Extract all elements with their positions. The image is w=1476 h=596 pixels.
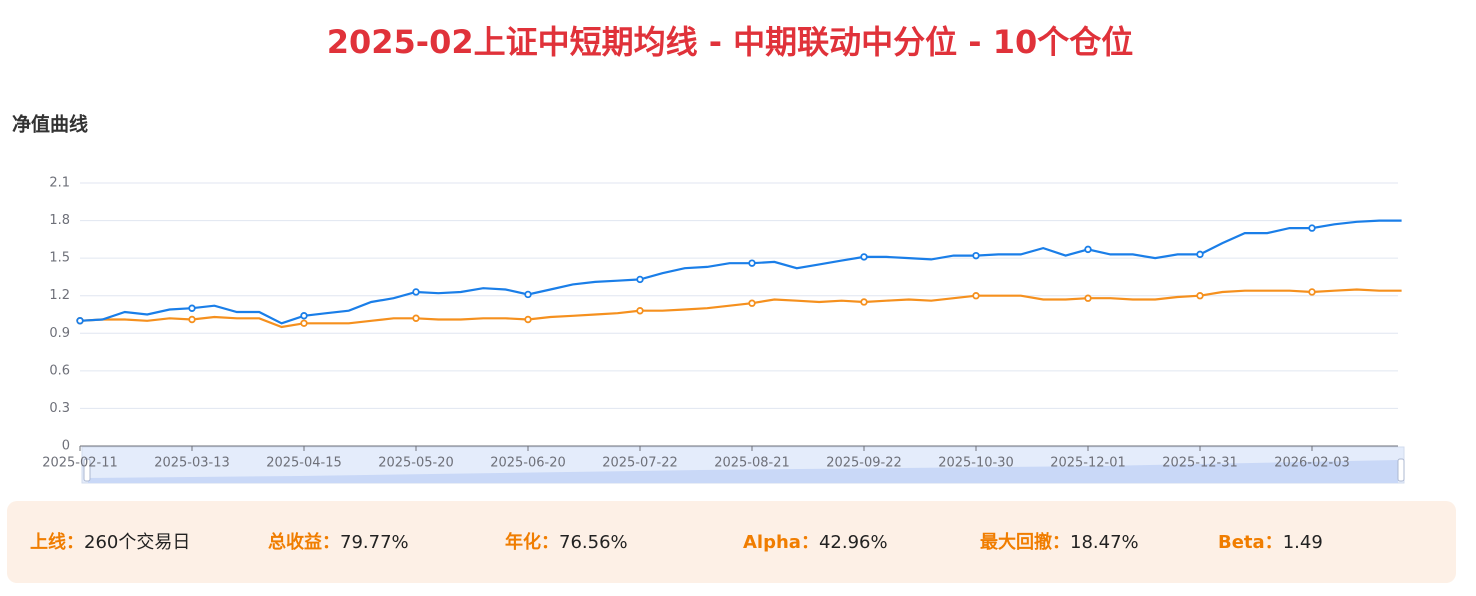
point bbox=[300, 319, 308, 327]
point bbox=[524, 290, 532, 299]
zoom-handle[interactable] bbox=[83, 458, 91, 482]
y-tick-label: 1.8 bbox=[49, 213, 70, 228]
x-tick-label: 2025-07-22 bbox=[602, 456, 678, 471]
stat-label: 上线： bbox=[30, 531, 84, 553]
y-tick-label: 0 bbox=[62, 439, 70, 454]
y-tick-label: 1.2 bbox=[49, 288, 70, 303]
x-tick-label: 2025-05-20 bbox=[378, 456, 454, 471]
point bbox=[748, 259, 756, 267]
point bbox=[636, 307, 644, 315]
point bbox=[188, 315, 196, 324]
chart-title: 净值曲线 bbox=[12, 113, 88, 136]
stat-label: Alpha： bbox=[743, 532, 819, 553]
page-title: 2025-02上证中短期均线 - 中期联动中分位 - 10个仓位 bbox=[327, 23, 1134, 61]
stat-label: 最大回撤： bbox=[980, 531, 1070, 553]
x-tick-label: 2025-09-22 bbox=[826, 456, 902, 471]
y-tick-label: 0.3 bbox=[49, 401, 70, 416]
x-tick-label: 2025-03-13 bbox=[154, 456, 230, 471]
point bbox=[636, 275, 644, 284]
x-tick-label: 2025-12-01 bbox=[1050, 456, 1126, 471]
point bbox=[1196, 292, 1204, 300]
y-tick-label: 2.1 bbox=[49, 176, 70, 191]
point bbox=[412, 314, 420, 322]
x-tick-label: 2025-10-30 bbox=[938, 456, 1014, 471]
series-line bbox=[79, 288, 1402, 329]
point bbox=[76, 317, 84, 325]
point bbox=[412, 288, 420, 296]
stat-value: 76.56% bbox=[559, 532, 628, 553]
stats-panel bbox=[7, 501, 1456, 583]
y-tick-label: 0.9 bbox=[49, 326, 70, 341]
y-tick-label: 1.5 bbox=[49, 251, 70, 266]
stat-value: 79.77% bbox=[340, 532, 409, 553]
stat-value: 18.47% bbox=[1070, 532, 1139, 553]
stat-value: 42.96% bbox=[819, 532, 888, 553]
point bbox=[300, 312, 308, 320]
point bbox=[1084, 245, 1092, 254]
point bbox=[860, 298, 868, 306]
point bbox=[972, 292, 980, 300]
point bbox=[188, 304, 196, 312]
stat-label: Beta： bbox=[1218, 532, 1283, 553]
x-tick-label: 2025-06-20 bbox=[490, 456, 566, 471]
data-zoom[interactable] bbox=[81, 446, 1405, 484]
point bbox=[1196, 250, 1204, 259]
stat-value: 1.49 bbox=[1283, 532, 1323, 553]
x-tick-label: 2025-12-31 bbox=[1162, 456, 1238, 471]
x-tick-label: 2026-02-03 bbox=[1274, 456, 1350, 471]
series-line bbox=[79, 219, 1402, 325]
zoom-preview bbox=[88, 460, 1398, 483]
point bbox=[1084, 294, 1092, 302]
stat-value: 260个交易日 bbox=[84, 532, 190, 553]
stat-label: 总收益： bbox=[268, 531, 340, 553]
y-tick-label: 0.6 bbox=[49, 363, 70, 378]
point bbox=[972, 251, 980, 260]
point bbox=[748, 299, 756, 307]
zoom-handle[interactable] bbox=[1397, 458, 1405, 482]
stat-label: 年化： bbox=[505, 531, 559, 553]
point bbox=[1308, 288, 1316, 296]
point bbox=[524, 315, 532, 324]
x-tick-label: 2025-08-21 bbox=[714, 456, 790, 471]
point bbox=[860, 253, 868, 261]
x-tick-label: 2025-02-11 bbox=[42, 456, 118, 471]
x-tick-label: 2025-04-15 bbox=[266, 456, 342, 471]
point bbox=[1308, 224, 1316, 232]
